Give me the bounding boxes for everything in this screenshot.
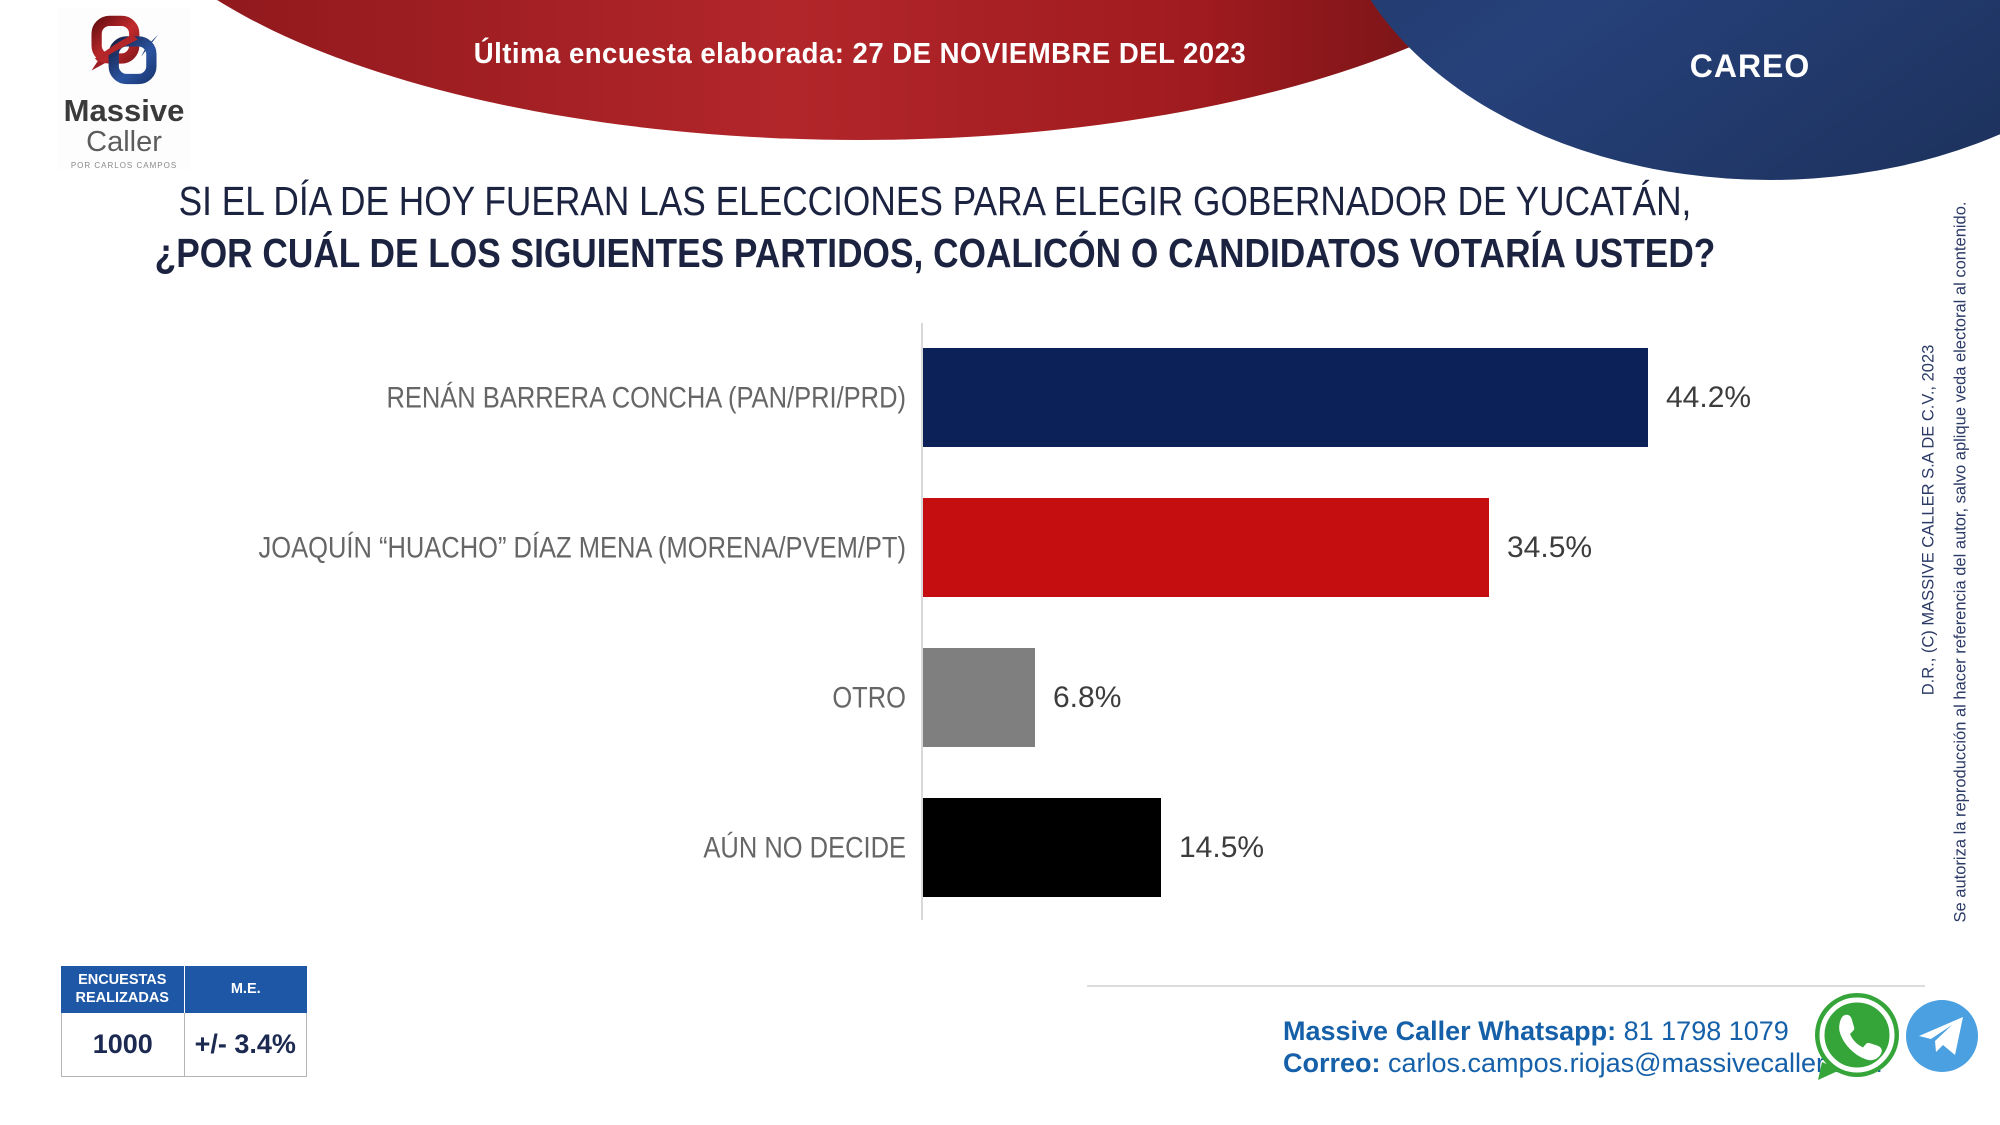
email-label: Correo: xyxy=(1283,1048,1381,1078)
telegram-icon[interactable] xyxy=(1905,999,1979,1073)
whatsapp-icon[interactable] xyxy=(1810,990,1904,1084)
chart-row: AÚN NO DECIDE 14.5% xyxy=(0,798,2000,897)
whatsapp-label: Massive Caller Whatsapp: xyxy=(1283,1016,1617,1046)
stats-header-encuestas: ENCUESTAS REALIZADAS xyxy=(61,966,185,1013)
bar xyxy=(923,348,1648,447)
email-line: Correo: carlos.campos.riojas@massivecall… xyxy=(1283,1048,1882,1079)
stats-table-header-row: ENCUESTAS REALIZADAS M.E. xyxy=(61,966,307,1013)
bar xyxy=(923,498,1489,597)
stats-value-encuestas: 1000 xyxy=(62,1013,185,1076)
logo-name-line1: Massive xyxy=(63,93,185,128)
header-red-swoosh xyxy=(217,0,1503,140)
whatsapp-line: Massive Caller Whatsapp: 81 1798 1079 xyxy=(1283,1016,1789,1047)
logo-swoosh xyxy=(94,34,138,62)
bar xyxy=(923,798,1161,897)
chart-row: JOAQUÍN “HUACHO” DÍAZ MENA (MORENA/PVEM/… xyxy=(0,498,2000,597)
bar-value: 14.5% xyxy=(1179,830,1265,864)
chart-row: RENÁN BARRERA CONCHA (PAN/PRI/PRD) 44.2% xyxy=(0,348,2000,447)
stats-value-me: +/- 3.4% xyxy=(194,1029,296,1059)
careo-badge: CAREO xyxy=(1689,48,1811,84)
bar-label: RENÁN BARRERA CONCHA (PAN/PRI/PRD) xyxy=(386,381,906,414)
whatsapp-number: 81 1798 1079 xyxy=(1616,1016,1789,1046)
bar-label: OTRO xyxy=(832,681,906,714)
stats-header-me: M.E. xyxy=(230,980,261,997)
page-title-line1: SI EL DÍA DE HOY FUERAN LAS ELECCIONES P… xyxy=(178,178,1692,224)
banner-text: Última encuesta elaborada: 27 DE NOVIEMB… xyxy=(473,38,1247,70)
bar-value: 6.8% xyxy=(1053,680,1122,714)
logo-tagline: POR CARLOS CAMPOS xyxy=(70,161,178,170)
stats-table-value-row: 1000 +/- 3.4% xyxy=(61,1013,307,1077)
contact-divider xyxy=(1087,985,1925,987)
bar xyxy=(923,648,1035,747)
logo-name-line2: Caller xyxy=(86,126,162,158)
chart-row: OTRO 6.8% xyxy=(0,648,2000,747)
bar-label: JOAQUÍN “HUACHO” DÍAZ MENA (MORENA/PVEM/… xyxy=(258,531,906,564)
email-address: carlos.campos.riojas@massivecaller.com xyxy=(1380,1048,1883,1078)
massive-caller-logo: Massive Caller POR CARLOS CAMPOS xyxy=(58,8,190,170)
logo-icon xyxy=(91,15,159,85)
header-decoration xyxy=(217,0,2000,180)
legal-copyright: D.R., (C) MASSIVE CALLER S.A DE C.V., 20… xyxy=(1919,344,1938,696)
page-title-line2: ¿POR CUÁL DE LOS SIGUIENTES PARTIDOS, CO… xyxy=(154,230,1716,276)
stats-table: ENCUESTAS REALIZADAS M.E. 1000 +/- 3.4% xyxy=(61,966,307,1077)
page-title: SI EL DÍA DE HOY FUERAN LAS ELECCIONES P… xyxy=(0,178,1870,277)
bar-value: 34.5% xyxy=(1507,530,1593,564)
legal-authorization: Se autoriza la reproducción al hacer ref… xyxy=(1951,201,1970,923)
chart-axis xyxy=(921,323,923,920)
bar-label: AÚN NO DECIDE xyxy=(703,831,906,864)
bar-value: 44.2% xyxy=(1666,380,1752,414)
header-blue-curve xyxy=(1370,0,2000,180)
